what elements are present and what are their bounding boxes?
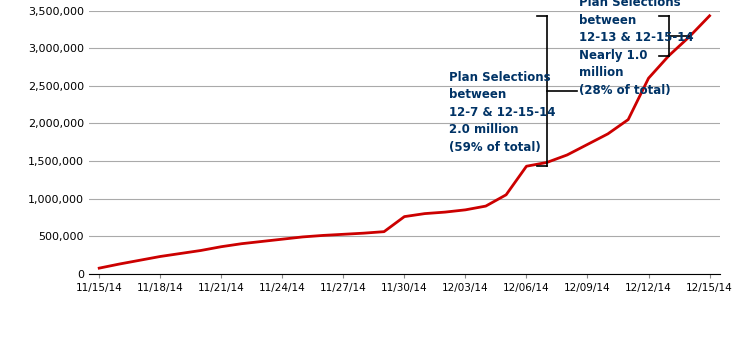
- Text: Plan Selections
between
12-13 & 12-15-14
Nearly 1.0
million
(28% of total): Plan Selections between 12-13 & 12-15-14…: [580, 0, 694, 97]
- Text: Plan Selections
between
12-7 & 12-15-14
2.0 million
(59% of total): Plan Selections between 12-7 & 12-15-14 …: [449, 71, 556, 154]
- Legend: 2015 Marketplace Plan Selections in States Using the HealthCare.Gov Platform: 2015 Marketplace Plan Selections in Stat…: [177, 347, 631, 351]
